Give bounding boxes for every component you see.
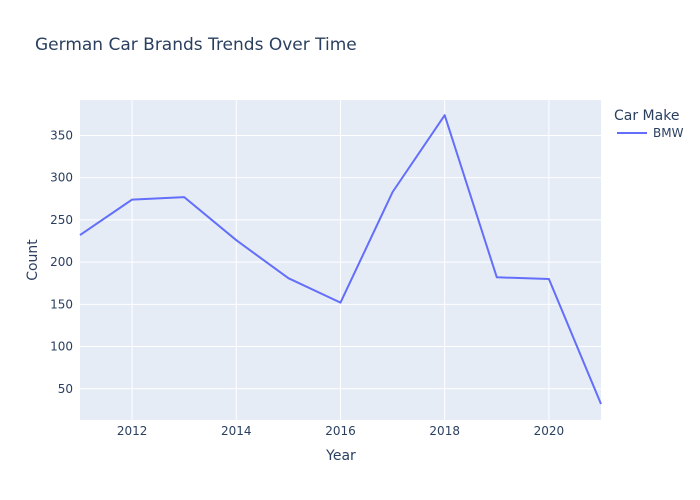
x-tick-label: 2020 [534,424,565,438]
chart-title: German Car Brands Trends Over Time [35,35,357,55]
x-tick-labels: 2012 2014 2016 2018 2020 [117,424,564,438]
y-axis-title: Count [25,239,41,281]
y-tick-labels: 50 100 150 200 250 300 350 [50,128,73,395]
series-lines [79,114,602,405]
x-tick-label: 2014 [221,424,252,438]
y-tick-label: 50 [58,382,73,396]
y-tick-label: 300 [50,171,73,185]
x-axis-title: Year [325,448,356,464]
legend-label-bmw: BMW [653,126,684,140]
x-tick-label: 2018 [429,424,460,438]
y-tick-label: 350 [50,128,73,142]
x-gridlines [131,100,550,420]
legend[interactable]: Car Make BMW [614,108,684,140]
y-tick-label: 150 [50,297,73,311]
y-tick-label: 200 [50,255,73,269]
y-tick-label: 250 [50,213,73,227]
x-tick-label: 2012 [117,424,148,438]
y-tick-label: 100 [50,340,73,354]
legend-title: Car Make [614,108,679,124]
series-line-bmw [79,114,602,405]
x-tick-label: 2016 [325,424,356,438]
